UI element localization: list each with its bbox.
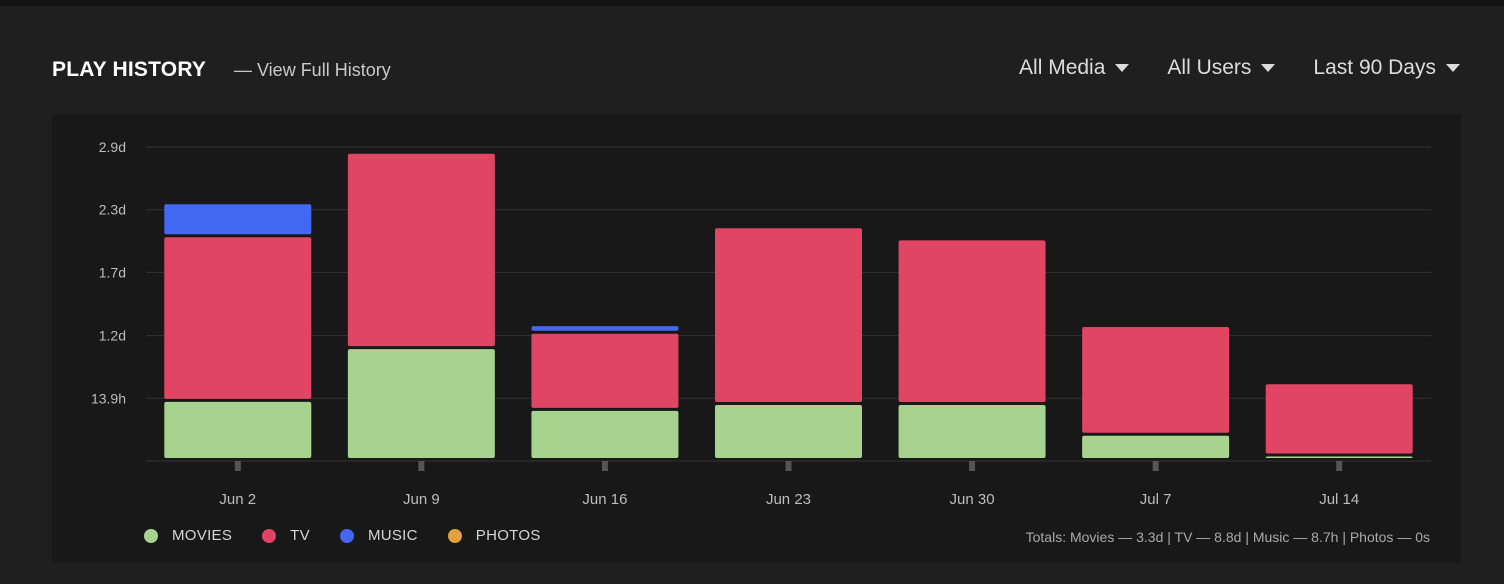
y-tick-label: 2.9d [99,139,126,155]
bar-movies-jun-30 [898,405,1046,458]
bar-movies-jun-9 [347,349,495,458]
users-filter-label: All Users [1167,56,1252,79]
play-history-chart: 13.9h 1.2d 1.7d 2.3d 2.9d Jun 2 Jun 9 Jun 16 Jun… [91,139,1431,508]
play-history-header: PLAY HISTORY — View Full History All Med… [52,52,1460,88]
bar-tv-jul-7 [1082,327,1230,433]
x-tick-mark [785,461,792,471]
legend-item-tv[interactable]: TV [262,527,310,544]
media-filter-dropdown[interactable]: All Media [1019,56,1130,80]
bar-music-jun-2 [164,204,312,235]
y-tick-label: 13.9h [91,390,126,406]
legend-dot-tv [262,528,277,543]
y-tick-label: 1.2d [99,328,126,344]
bar-movies-jul-7 [1082,435,1230,458]
chart-panel: 13.9h 1.2d 1.7d 2.3d 2.9d Jun 2 Jun 9 Jun 16 Jun… [52,114,1461,563]
bar-movies-jun-16 [531,410,679,458]
x-tick-label: Jul 14 [1319,491,1359,508]
x-tick-mark [601,461,608,471]
x-tick-mark [234,461,241,471]
bar-movies-jun-23 [715,405,862,458]
bar-tv-jun-16 [531,333,679,408]
y-tick-label: 2.3d [99,202,126,218]
x-tick-mark [1152,461,1159,471]
date-range-label: Last 90 Days [1313,56,1436,79]
caret-down-icon [1261,64,1276,72]
legend-dot-music [339,528,354,543]
y-tick-label: 1.7d [99,264,126,280]
legend-label-tv: TV [290,527,310,544]
legend-label-music: MUSIC [367,527,418,544]
bar-movies-jul-14 [1265,456,1413,458]
x-tick-mark [418,461,425,471]
totals-summary: Totals: Movies — 3.3d | TV — 8.8d | Musi… [1025,529,1430,545]
chart-legend: MOVIES TV MUSIC PHOTOS [144,527,541,544]
top-divider [0,0,1504,6]
caret-down-icon [1446,64,1460,72]
media-filter-label: All Media [1019,56,1106,79]
x-tick-label: Jun 23 [766,491,811,508]
legend-item-photos[interactable]: PHOTOS [447,527,541,544]
legend-dot-photos [447,528,462,543]
bar-tv-jun-30 [898,240,1046,403]
legend-item-movies[interactable]: MOVIES [144,527,232,544]
view-full-history-link[interactable]: — View Full History [234,60,391,80]
bar-tv-jul-14 [1265,384,1413,454]
x-tick-label: Jul 7 [1140,491,1172,508]
section-title: PLAY HISTORY [52,58,207,81]
legend-item-music[interactable]: MUSIC [339,527,418,544]
bar-tv-jun-23 [715,228,862,403]
legend-dot-movies [144,528,158,543]
bar-movies-jun-2 [164,401,312,458]
x-tick-label: Jun 9 [403,491,440,508]
legend-label-movies: MOVIES [172,527,233,544]
filter-bar: All Media All Users Last 90 Days [1019,56,1460,80]
x-tick-mark [969,461,976,471]
date-range-dropdown[interactable]: Last 90 Days [1313,56,1460,80]
x-tick-label: Jun 30 [950,491,995,508]
x-tick-mark [1336,461,1343,471]
bar-tv-jun-2 [164,237,312,399]
legend-label-photos: PHOTOS [475,527,541,544]
users-filter-dropdown[interactable]: All Users [1167,56,1276,80]
bar-music-jun-16 [531,326,679,331]
x-tick-label: Jun 2 [219,491,256,508]
caret-down-icon [1115,64,1130,72]
x-tick-label: Jun 16 [582,491,627,508]
bar-tv-jun-9 [347,153,495,347]
